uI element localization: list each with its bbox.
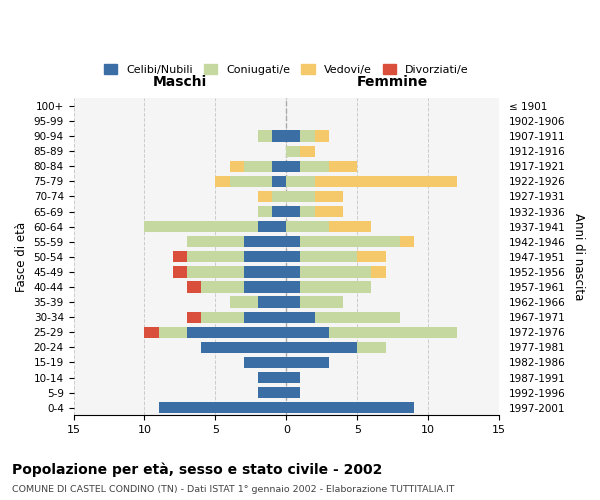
Bar	[286, 251, 301, 262]
Bar	[187, 326, 286, 338]
Bar	[230, 176, 272, 187]
Y-axis label: Anni di nascita: Anni di nascita	[572, 213, 585, 300]
Bar	[301, 266, 371, 278]
Bar	[286, 326, 329, 338]
Bar	[230, 296, 258, 308]
Bar	[286, 387, 301, 398]
Bar	[244, 357, 286, 368]
Bar	[314, 191, 343, 202]
Bar	[286, 130, 301, 141]
Bar	[244, 236, 286, 248]
Bar	[286, 342, 357, 353]
Text: Popolazione per età, sesso e stato civile - 2002: Popolazione per età, sesso e stato civil…	[12, 462, 382, 477]
Bar	[371, 266, 386, 278]
Legend: Celibi/Nubili, Coniugati/e, Vedovi/e, Divorziati/e: Celibi/Nubili, Coniugati/e, Vedovi/e, Di…	[100, 60, 473, 79]
Bar	[286, 312, 314, 323]
Bar	[244, 266, 286, 278]
Bar	[301, 146, 314, 157]
Bar	[187, 251, 244, 262]
Bar	[244, 251, 286, 262]
Bar	[301, 130, 314, 141]
Text: COMUNE DI CASTEL CONDINO (TN) - Dati ISTAT 1° gennaio 2002 - Elaborazione TUTTIT: COMUNE DI CASTEL CONDINO (TN) - Dati IST…	[12, 485, 455, 494]
Bar	[173, 266, 187, 278]
Bar	[329, 160, 357, 172]
Bar	[145, 221, 258, 232]
Bar	[301, 160, 329, 172]
Bar	[357, 342, 386, 353]
Bar	[286, 266, 301, 278]
Bar	[158, 326, 187, 338]
Bar	[201, 312, 244, 323]
Bar	[201, 282, 244, 292]
Bar	[258, 191, 272, 202]
Bar	[301, 251, 357, 262]
Bar	[286, 236, 301, 248]
Bar	[215, 176, 230, 187]
Text: Maschi: Maschi	[153, 76, 207, 90]
Bar	[314, 312, 400, 323]
Bar	[286, 160, 301, 172]
Bar	[286, 176, 314, 187]
Bar	[329, 221, 371, 232]
Bar	[258, 372, 286, 383]
Bar	[286, 221, 329, 232]
Bar	[230, 160, 244, 172]
Bar	[286, 296, 301, 308]
Bar	[272, 206, 286, 217]
Bar	[244, 312, 286, 323]
Bar	[187, 312, 201, 323]
Bar	[314, 206, 343, 217]
Y-axis label: Fasce di età: Fasce di età	[15, 222, 28, 292]
Bar	[286, 191, 314, 202]
Bar	[258, 130, 272, 141]
Bar	[286, 282, 301, 292]
Bar	[286, 357, 329, 368]
Bar	[329, 326, 457, 338]
Bar	[314, 130, 329, 141]
Bar	[286, 146, 301, 157]
Bar	[301, 236, 400, 248]
Bar	[301, 206, 314, 217]
Bar	[286, 206, 301, 217]
Bar	[272, 130, 286, 141]
Bar	[201, 342, 286, 353]
Bar	[272, 191, 286, 202]
Bar	[301, 282, 371, 292]
Bar	[258, 221, 286, 232]
Bar	[244, 160, 272, 172]
Bar	[314, 176, 457, 187]
Text: Femmine: Femmine	[357, 76, 428, 90]
Bar	[145, 326, 158, 338]
Bar	[187, 266, 244, 278]
Bar	[187, 236, 244, 248]
Bar	[244, 282, 286, 292]
Bar	[187, 282, 201, 292]
Bar	[173, 251, 187, 262]
Bar	[258, 296, 286, 308]
Bar	[357, 251, 386, 262]
Bar	[400, 236, 414, 248]
Bar	[301, 296, 343, 308]
Bar	[272, 176, 286, 187]
Bar	[286, 402, 414, 413]
Bar	[258, 387, 286, 398]
Bar	[158, 402, 286, 413]
Bar	[258, 206, 272, 217]
Bar	[286, 372, 301, 383]
Bar	[272, 160, 286, 172]
